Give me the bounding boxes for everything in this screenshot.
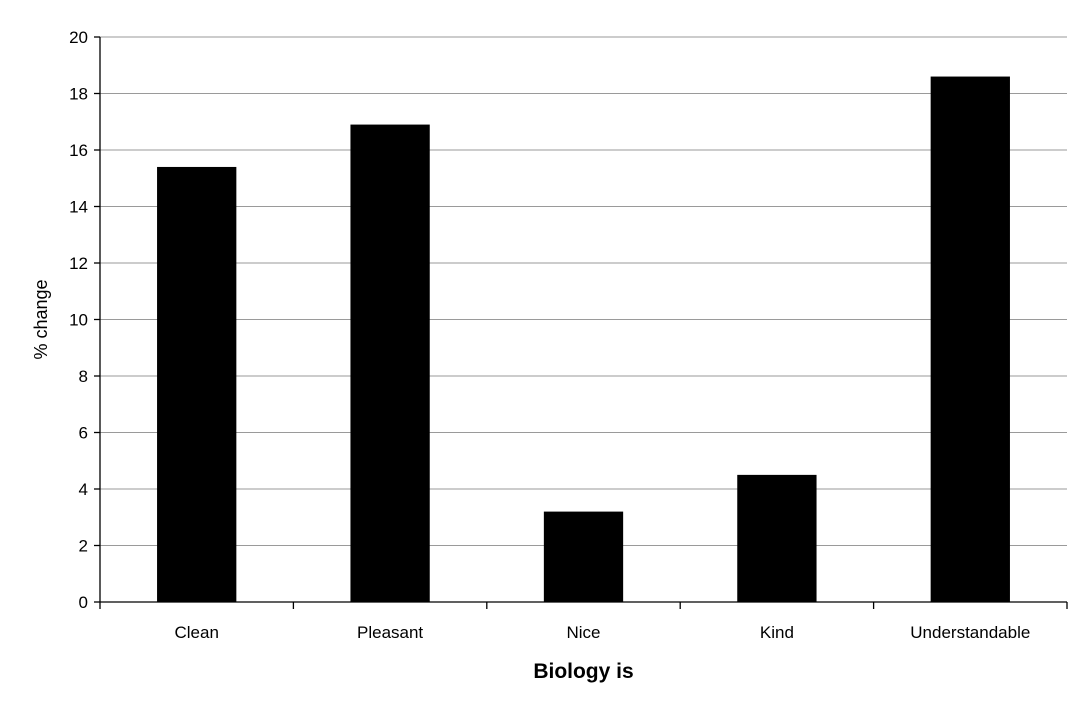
x-tick-labels: Clean Pleasant Nice Kind Understandable (174, 623, 1030, 642)
y-tick-label: 0 (79, 593, 88, 612)
axes (94, 36, 1068, 609)
y-tick-label: 2 (79, 537, 88, 556)
y-tick-label: 6 (79, 424, 88, 443)
bar-pleasant (350, 124, 430, 602)
y-tick-label: 10 (69, 311, 88, 330)
bars (157, 76, 1010, 603)
x-tick-label: Nice (566, 623, 600, 642)
y-tick-label: 18 (69, 85, 88, 104)
x-tick-label: Understandable (910, 623, 1030, 642)
bar-nice (543, 511, 624, 602)
y-tick-labels: 0 2 4 6 8 10 12 14 16 18 20 (69, 28, 88, 612)
y-tick-label: 16 (69, 141, 88, 160)
x-tick-label: Kind (760, 623, 794, 642)
bar-kind (737, 474, 817, 602)
gridlines (100, 36, 1067, 546)
x-axis-label: Biology is (533, 660, 633, 683)
x-tick-label: Clean (174, 623, 218, 642)
y-tick-label: 14 (69, 198, 88, 217)
y-tick-label: 20 (69, 28, 88, 47)
y-tick-label: 12 (69, 254, 88, 273)
bar-understandable (930, 76, 1010, 603)
y-tick-label: 4 (79, 480, 88, 499)
y-axis-label: % change (31, 279, 51, 359)
x-tick-label: Pleasant (357, 623, 423, 642)
y-tick-label: 8 (79, 367, 88, 386)
bar-clean (157, 166, 237, 602)
